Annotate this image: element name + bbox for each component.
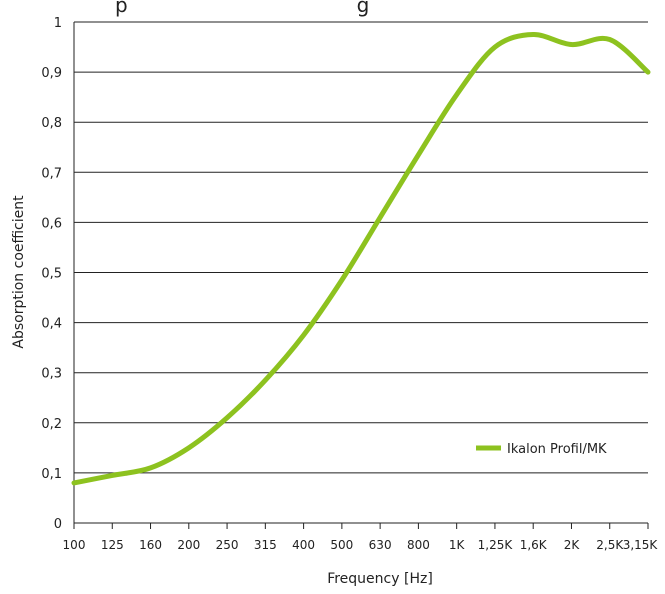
y-tick-label: 1 bbox=[54, 16, 62, 31]
y-tick-label: 0 bbox=[54, 517, 62, 532]
y-tick-label: 0,2 bbox=[41, 417, 62, 432]
y-tick-label: 0,7 bbox=[41, 166, 62, 181]
x-tick-label: 500 bbox=[330, 538, 353, 552]
x-tick-label: 2K bbox=[564, 538, 581, 552]
x-tick-label: 125 bbox=[101, 538, 124, 552]
x-tick-label: 1K bbox=[449, 538, 466, 552]
x-tick-label: 800 bbox=[407, 538, 430, 552]
x-tick-label: 200 bbox=[177, 538, 200, 552]
legend-label: Ikalon Profil/MK bbox=[507, 442, 607, 457]
x-tick-label: 315 bbox=[254, 538, 277, 552]
y-tick-label: 0,1 bbox=[41, 467, 62, 482]
series-line-0 bbox=[71, 32, 651, 486]
y-tick-label: 0,5 bbox=[41, 267, 62, 282]
y-tick-label: 0,3 bbox=[41, 367, 62, 382]
x-tick-label: 100 bbox=[63, 538, 86, 552]
y-tick-label: 0,8 bbox=[41, 116, 62, 131]
x-tick-label: 1,6K bbox=[520, 538, 548, 552]
x-tick-label: 400 bbox=[292, 538, 315, 552]
series-lines bbox=[71, 32, 651, 486]
grid-lines bbox=[73, 21, 648, 524]
y-tick-labels: 0 0,1 0,2 0,3 0,4 0,5 0,6 0,7 0,8 0,9 1 bbox=[41, 16, 62, 532]
y-axis-label: Absorption coefficient bbox=[11, 195, 27, 349]
x-axis-label: Frequency [Hz] bbox=[327, 571, 433, 587]
x-tick-label: 160 bbox=[139, 538, 162, 552]
x-tick-labels: 100 125 160 200 250 315 400 500 630 800 1K 1,25K 1,6… bbox=[63, 523, 659, 552]
chart-title-partial: p g bbox=[115, 0, 369, 17]
x-tick-label: 3,15K bbox=[623, 538, 659, 552]
y-tick-label: 0,4 bbox=[41, 317, 62, 332]
y-tick-label: 0,6 bbox=[41, 216, 62, 231]
x-tick-label: 250 bbox=[216, 538, 239, 552]
legend: Ikalon Profil/MK bbox=[476, 442, 607, 457]
y-tick-label: 0,9 bbox=[41, 66, 62, 81]
x-tick-label: 1,25K bbox=[478, 538, 514, 552]
x-tick-label: 2,5K bbox=[596, 538, 624, 552]
x-tick-label: 630 bbox=[369, 538, 392, 552]
